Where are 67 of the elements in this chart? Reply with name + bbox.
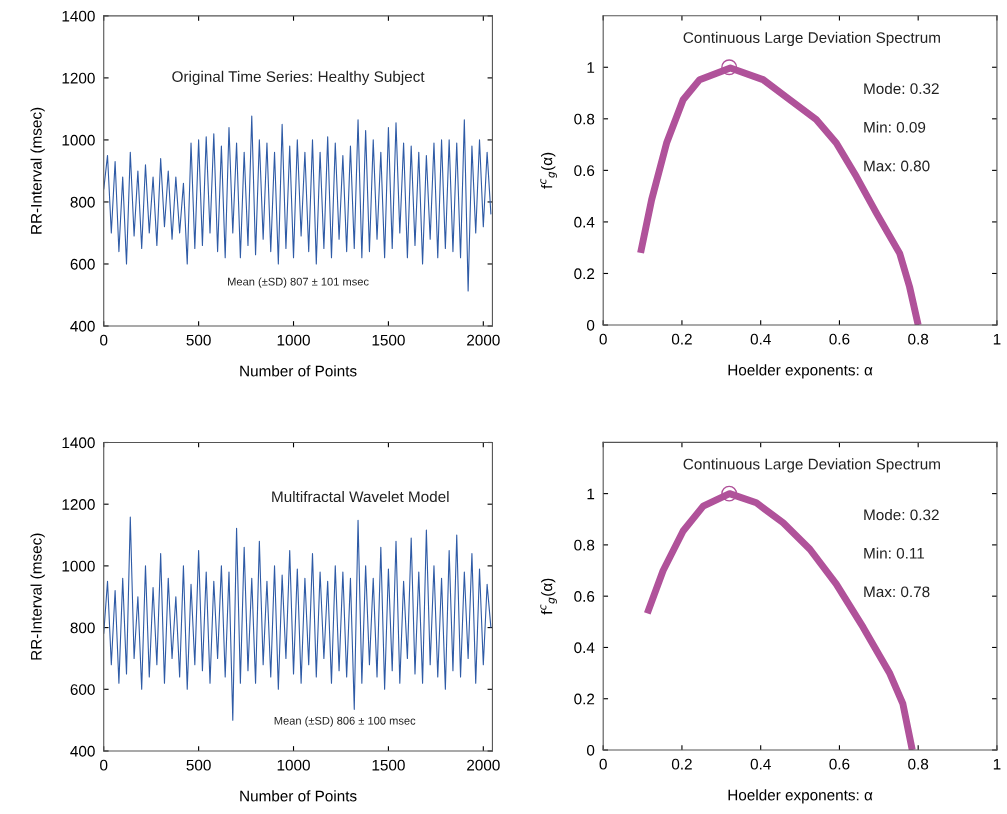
y-tick-label: 1 <box>587 488 595 500</box>
x-tick-label: 0.6 <box>829 758 850 770</box>
y-tick-label: 1000 <box>62 560 95 572</box>
annotation: Mode: 0.32 <box>864 509 939 521</box>
x-tick-label: 0.2 <box>671 758 692 770</box>
y-tick-label: 1400 <box>62 437 95 449</box>
annotation: Max: 0.80 <box>864 160 930 172</box>
x-tick-label: 0.8 <box>908 758 929 770</box>
y-axis-title: f$^{c}$$_{g}$(α) <box>540 152 557 189</box>
annotation: Max: 0.78 <box>864 586 930 598</box>
x-axis-title: Hoelder exponents: α <box>728 364 873 379</box>
x-tick-label: 0.6 <box>829 333 850 345</box>
y-tick-label: 0 <box>586 744 595 756</box>
annotation: Mean (±SD) 807 ± 101 msec <box>228 277 369 288</box>
y-tick-label: 1 <box>587 62 595 73</box>
x-tick-label: 0 <box>599 758 607 770</box>
x-tick-label: 0 <box>599 333 607 345</box>
x-tick-label: 1 <box>993 333 1001 345</box>
y-tick-label: 400 <box>70 745 95 757</box>
annotation: Continuous Large Deviation Spectrum <box>683 31 940 47</box>
x-tick-label: 1500 <box>372 334 405 346</box>
x-axis-title: Number of Points <box>240 790 357 802</box>
x-tick-label: 0.4 <box>750 333 771 345</box>
y-axis-title: f$^{c}$$_{g}$(α) <box>540 578 557 615</box>
y-tick-label: 800 <box>70 622 95 634</box>
y-tick-label: 0.2 <box>574 268 595 280</box>
y-tick-label: 0.8 <box>574 113 595 125</box>
x-tick-label: 2000 <box>467 334 500 346</box>
y-tick-label: 0.2 <box>574 693 595 705</box>
x-tick-label: 500 <box>186 334 211 346</box>
x-tick-label: 1000 <box>277 759 310 771</box>
y-tick-label: 1000 <box>62 134 95 146</box>
y-tick-label: 1200 <box>62 499 95 510</box>
annotation: Continuous Large Deviation Spectrum <box>683 458 940 473</box>
y-tick-label: 1400 <box>62 10 95 22</box>
y-axis-title: RR-Interval (msec) <box>30 107 45 234</box>
annotation: Mean (±SD) 806 ± 100 msec <box>274 716 416 727</box>
y-tick-label: 0.4 <box>574 216 595 228</box>
annotation: Min: 0.11 <box>864 547 925 559</box>
x-tick-label: 0 <box>100 334 108 346</box>
y-tick-label: 600 <box>70 684 95 695</box>
y-tick-label: 1200 <box>62 72 95 84</box>
x-tick-label: 0 <box>100 759 108 771</box>
y-tick-label: 400 <box>70 320 95 332</box>
annotation: Original Time Series: Healthy Subject <box>172 70 425 86</box>
y-tick-label: 0.4 <box>574 642 595 654</box>
x-tick-label: 0.4 <box>750 758 771 770</box>
x-tick-label: 500 <box>186 759 211 771</box>
y-tick-label: 800 <box>70 196 95 208</box>
x-axis-title: Number of Points <box>240 365 357 377</box>
x-tick-label: 2000 <box>467 759 500 771</box>
x-tick-label: 0.8 <box>908 333 929 345</box>
x-tick-label: 1 <box>993 758 1001 770</box>
y-tick-label: 0 <box>586 319 595 331</box>
x-tick-label: 0.2 <box>671 333 692 345</box>
y-axis-title: RR-Interval (msec) <box>30 533 45 660</box>
x-tick-label: 1000 <box>277 334 310 346</box>
annotation: Multifractal Wavelet Model <box>272 490 449 503</box>
annotation: Mode: 0.32 <box>864 82 939 95</box>
y-tick-label: 0.6 <box>574 591 595 602</box>
annotation: Min: 0.09 <box>864 121 926 133</box>
y-tick-label: 0.8 <box>574 539 595 551</box>
x-axis-title: Hoelder exponents: α <box>728 789 873 804</box>
y-tick-label: 0.6 <box>574 165 595 177</box>
line-series <box>103 115 492 292</box>
x-tick-label: 1500 <box>372 759 405 771</box>
y-tick-label: 600 <box>70 258 95 270</box>
